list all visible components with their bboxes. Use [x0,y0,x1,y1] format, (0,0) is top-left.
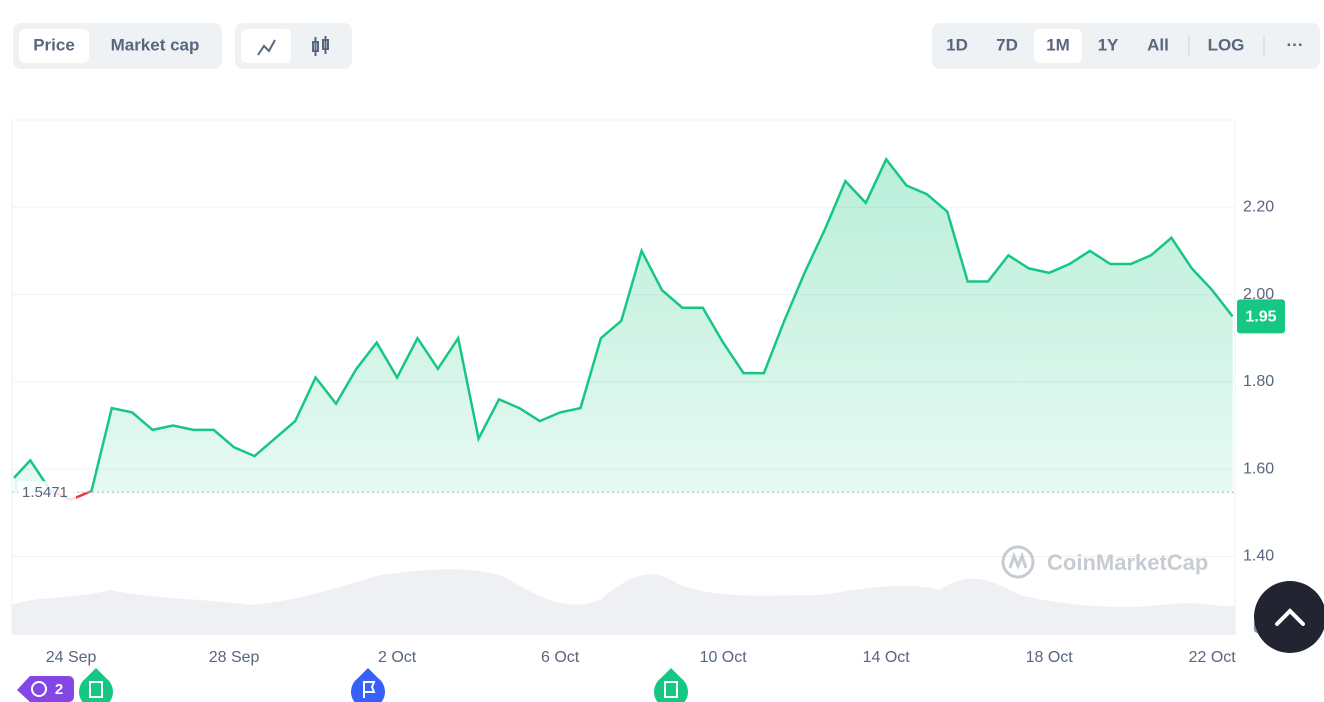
x-tick-label: 22 Oct [1189,649,1237,666]
volume-area [12,569,1235,635]
candle-icon[interactable] [312,36,329,56]
y-tick-label: 1.40 [1243,548,1274,565]
x-tick-label: 18 Oct [1026,649,1074,666]
y-tick-label: 2.20 [1243,199,1274,216]
reference-label-bg [18,481,76,504]
event-count: 2 [55,681,63,698]
news-badge[interactable] [654,668,688,702]
line-icon [257,39,276,56]
x-tick-label: 14 Oct [863,649,911,666]
watermark-logo [1008,551,1028,571]
range-button[interactable]: 7D [996,35,1018,54]
news-badge[interactable] [79,668,113,702]
x-tick-label: 2 Oct [378,649,417,666]
y-tick-label: 1.80 [1243,373,1274,390]
metric-selected[interactable] [19,29,89,63]
x-tick-label: 24 Sep [46,649,97,666]
range-selected[interactable] [1034,29,1082,63]
x-tick-label: 10 Oct [700,649,748,666]
reference-label: 1.5471 [22,484,68,501]
last-price-label: 1.95 [1245,309,1276,326]
y-tick-label: 2.00 [1243,286,1274,303]
doc-icon [664,681,678,698]
flag-icon [363,681,376,698]
range-group [932,23,1320,69]
y-tick-label: 1.60 [1243,460,1274,477]
chevron-icon [1275,608,1305,626]
watermark: CoinMarketCap [1047,550,1208,575]
price-line [13,156,1234,493]
more-button[interactable]: ··· [1287,35,1304,54]
line-type-button[interactable] [241,29,291,63]
range-button[interactable]: All [1147,35,1169,54]
last-price-tag [1237,299,1285,334]
metric-button[interactable]: Price [33,35,75,54]
watermark-logo [1001,545,1035,579]
scroll-top-button[interactable] [1254,581,1324,653]
log-button[interactable]: LOG [1208,35,1245,54]
history-icon [31,681,47,697]
price-area [14,159,1233,493]
range-button[interactable]: 1D [946,35,968,54]
metric-button[interactable]: Market cap [111,35,200,54]
x-tick-label: 28 Sep [209,649,260,666]
range-button[interactable]: 1M [1046,35,1070,54]
range-button[interactable]: 1Y [1098,35,1119,54]
x-tick-label: 6 Oct [541,649,580,666]
event-badge[interactable] [351,668,385,702]
doc-icon [89,681,103,698]
